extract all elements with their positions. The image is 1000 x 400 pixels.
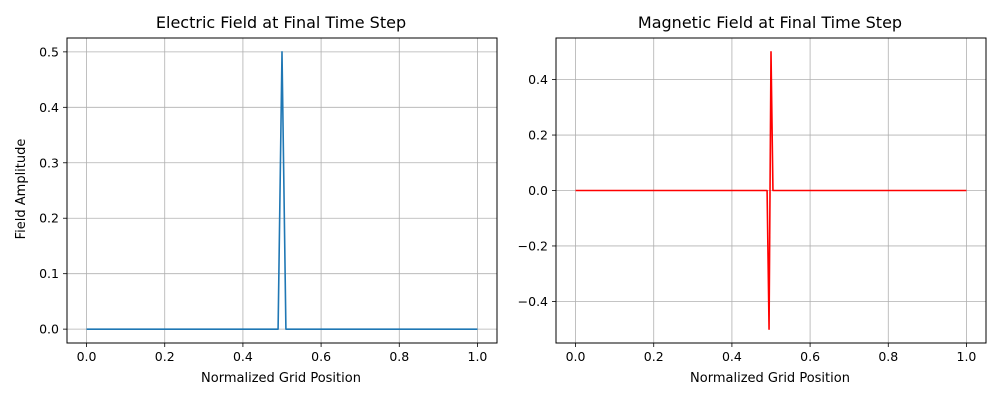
y-tick-label: −0.2 (518, 238, 548, 253)
x-tick-label: 0.2 (644, 349, 664, 364)
x-tick-label: 1.0 (468, 349, 488, 364)
y-tick-label: 0.3 (39, 155, 59, 170)
y-tick-label: 0.5 (39, 44, 59, 59)
y-tick-label: 0.4 (528, 72, 548, 87)
y-tick-label: 0.1 (39, 266, 59, 281)
x-tick-label: 0.4 (722, 349, 742, 364)
y-axis-label: Field Amplitude (14, 139, 29, 240)
magnetic-field-chart: Magnetic Field at Final Time Step 0.0 0.2… (518, 13, 987, 386)
ticks: 0.0 0.2 0.4 0.6 0.8 1.0 −0.4 −0.2 0.0 0.2 0.4 (518, 72, 977, 364)
ticks: 0.0 0.2 0.4 0.6 0.8 1.0 0.0 0.1 0.2 0.3 0.4 0.5 (39, 44, 487, 364)
y-tick-label: 0.4 (39, 100, 59, 115)
x-axis-label: Normalized Grid Position (690, 371, 850, 386)
series-layer (575, 51, 967, 330)
series-line (86, 51, 478, 330)
x-tick-label: 0.0 (77, 349, 97, 364)
chart-title: Electric Field at Final Time Step (156, 13, 406, 32)
y-tick-label: −0.4 (518, 294, 548, 309)
x-tick-label: 0.4 (233, 349, 253, 364)
series-line (575, 51, 967, 330)
x-tick-label: 0.6 (800, 349, 820, 364)
y-tick-label: 0.0 (528, 183, 548, 198)
y-tick-label: 0.2 (39, 211, 59, 226)
x-tick-label: 0.0 (566, 349, 586, 364)
chart-title: Magnetic Field at Final Time Step (638, 13, 902, 32)
electric-field-chart: Electric Field at Final Time Step 0.0 0.2… (14, 13, 498, 386)
x-axis-label: Normalized Grid Position (201, 371, 361, 386)
y-tick-label: 0.2 (528, 128, 548, 143)
x-tick-label: 0.8 (389, 349, 409, 364)
y-tick-label: 0.0 (39, 322, 59, 337)
plot-frame (66, 37, 498, 344)
x-tick-label: 1.0 (957, 349, 977, 364)
x-tick-label: 0.2 (155, 349, 175, 364)
x-tick-label: 0.6 (311, 349, 331, 364)
x-tick-label: 0.8 (878, 349, 898, 364)
series-layer (86, 51, 478, 330)
